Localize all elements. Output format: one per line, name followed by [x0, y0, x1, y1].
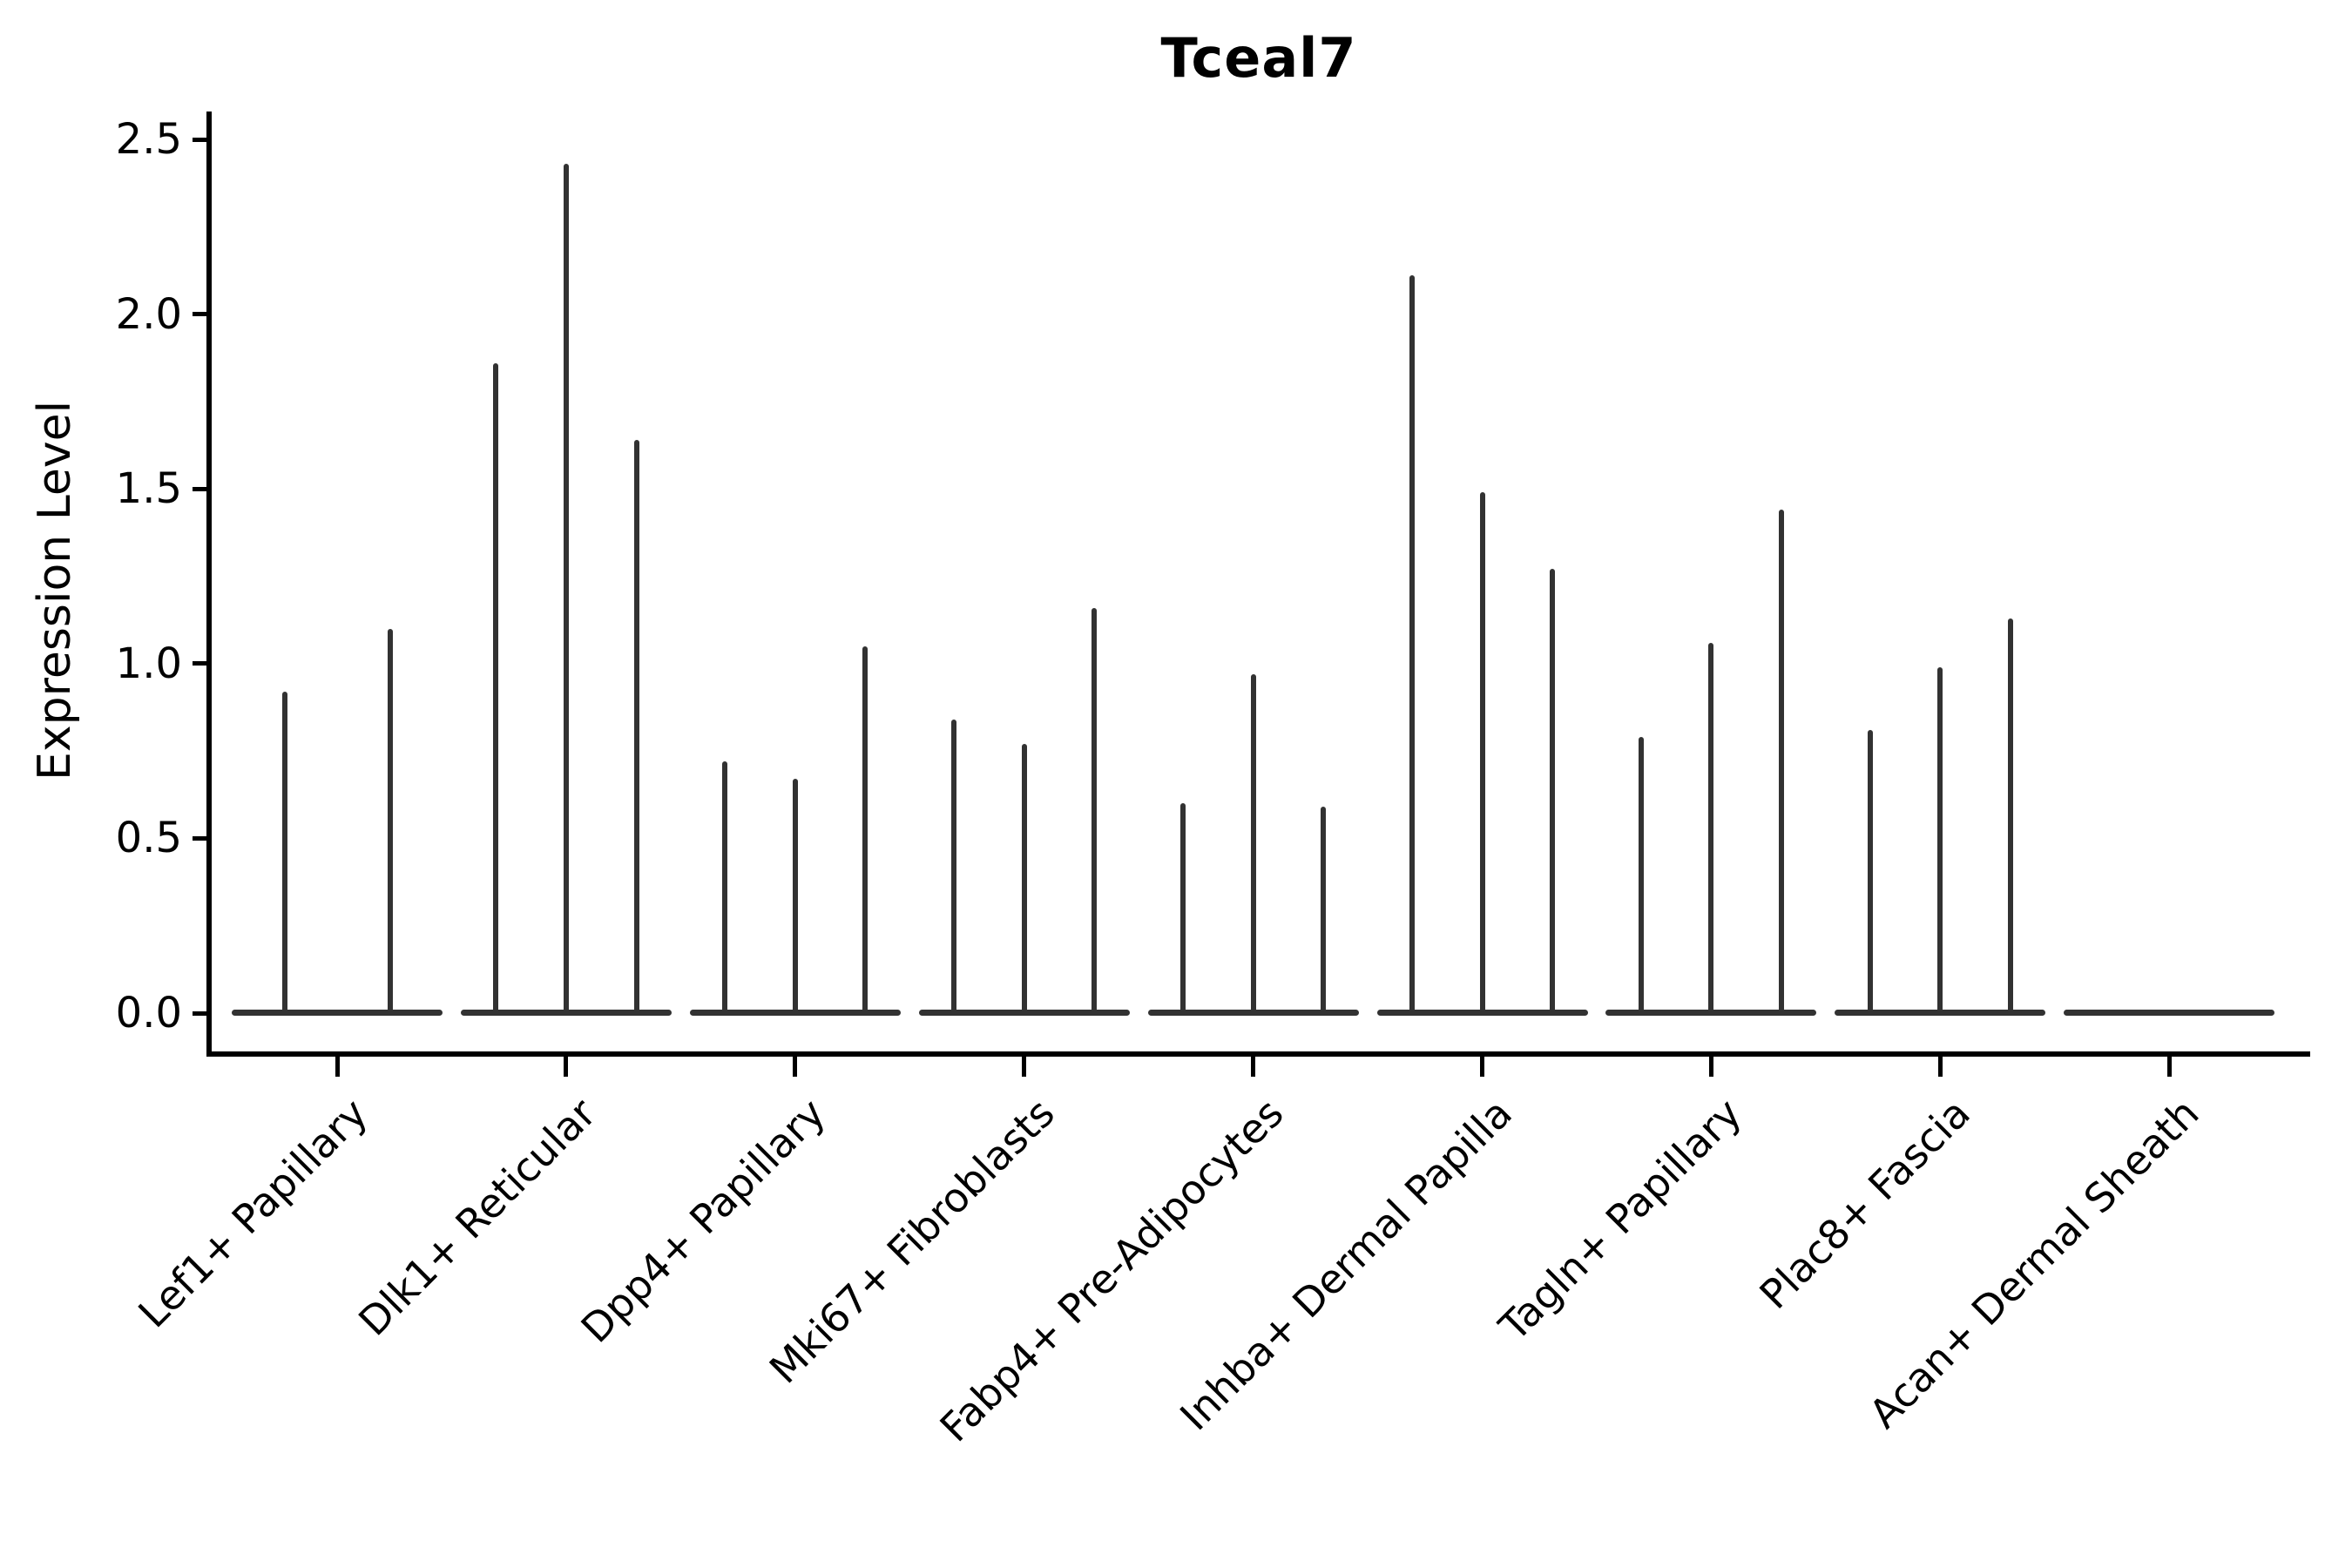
violin-spike — [1479, 492, 1485, 1015]
violin-spike — [387, 628, 393, 1015]
y-tick-label: 2.0 — [115, 289, 182, 339]
x-tick — [1251, 1057, 1256, 1077]
violin-spike — [951, 719, 957, 1015]
violin-spike — [633, 440, 639, 1015]
violin-base — [2064, 1009, 2275, 1016]
violin-spike — [722, 761, 728, 1015]
x-tick — [1937, 1057, 1943, 1077]
x-category-label: Lef1+ Papillary — [128, 1089, 376, 1337]
x-category-label: Dlk1+ Reticular — [349, 1089, 605, 1345]
violin-spike — [792, 779, 798, 1015]
x-tick — [793, 1057, 798, 1077]
x-category-label: Plac8+ Fascia — [1750, 1089, 1980, 1318]
violin-spike — [1550, 569, 1556, 1015]
violin-spike — [1092, 607, 1098, 1015]
y-axis-label: Expression Level — [29, 400, 81, 781]
violin-spike — [563, 164, 569, 1015]
x-tick — [335, 1057, 340, 1077]
violin-spike — [1250, 673, 1256, 1015]
violin-base — [232, 1009, 443, 1016]
violin-spike — [493, 362, 499, 1015]
violin-spike — [1321, 807, 1327, 1015]
violin-spike — [1867, 730, 1873, 1015]
x-tick — [1480, 1057, 1484, 1077]
y-tick — [193, 312, 209, 317]
y-tick-label: 2.5 — [115, 115, 182, 164]
violin-spike — [1021, 744, 1027, 1015]
x-category-label: Dpp4+ Papillary — [571, 1089, 835, 1352]
x-tick — [1022, 1057, 1027, 1077]
y-tick — [193, 486, 209, 491]
violin-spike — [1638, 737, 1644, 1015]
violin-spike — [1708, 642, 1714, 1015]
violin-spike — [1779, 510, 1785, 1015]
violin-spike — [1179, 803, 1186, 1015]
violin-spike — [281, 691, 287, 1015]
chart-title: Tceal7 — [1160, 26, 1357, 90]
y-tick — [193, 835, 209, 841]
x-tick — [1708, 1057, 1713, 1077]
y-tick-label: 1.5 — [115, 464, 182, 514]
x-category-label: Tagln+ Papillary — [1490, 1089, 1751, 1350]
y-tick — [193, 661, 209, 666]
y-axis-spine — [206, 112, 212, 1057]
violin-spike — [2007, 618, 2013, 1015]
violin-spike — [1409, 275, 1415, 1015]
y-tick-label: 1.0 — [115, 639, 182, 688]
y-tick-label: 0.0 — [115, 989, 182, 1037]
x-tick — [564, 1057, 569, 1077]
y-tick — [193, 137, 209, 142]
x-tick — [2166, 1057, 2172, 1077]
x-axis-spine — [206, 1051, 2310, 1057]
y-tick-label: 0.5 — [115, 814, 182, 863]
violin-spike — [862, 645, 868, 1015]
y-tick — [193, 1010, 209, 1016]
violin-spike — [1937, 666, 1943, 1015]
